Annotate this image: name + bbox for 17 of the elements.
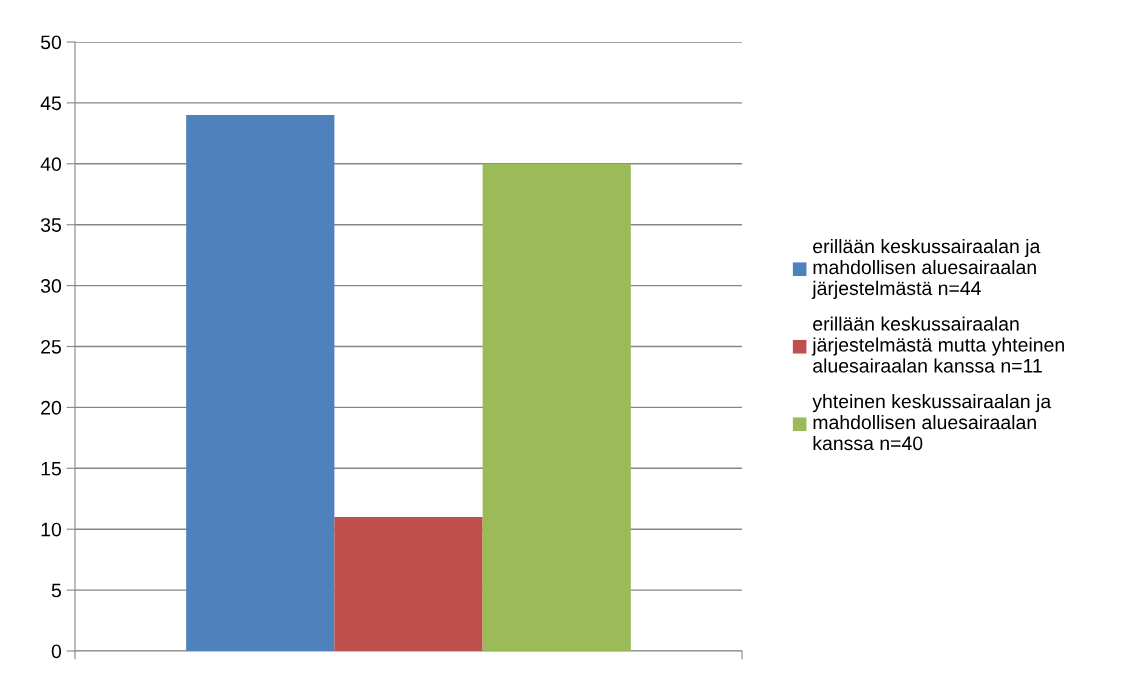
bar xyxy=(334,517,483,651)
y-tick-label: 15 xyxy=(41,461,61,476)
y-tick-label: 25 xyxy=(41,339,61,354)
y-tick-label: 45 xyxy=(40,96,61,111)
y-tick-label: 5 xyxy=(51,583,61,598)
y-tick-label: 10 xyxy=(41,522,62,537)
bar xyxy=(186,115,335,651)
bar xyxy=(482,163,631,651)
legend-label: yhteinen keskussairaalan ja mahdollisen aluesairaalan kanssa n=40 xyxy=(812,394,1052,451)
y-tick-label: 20 xyxy=(41,400,62,415)
legend-label: erillään keskussairaalan ja mahdollisen aluesairaalan järjestelmästä n=44 xyxy=(811,238,1041,299)
y-tick-label: 40 xyxy=(40,157,62,172)
legend-label: erillään keskussairaalan järjestelmästä mutta yhteinen aluesairaalan kanssa n=11 xyxy=(811,316,1064,373)
y-tick-label: 30 xyxy=(40,279,62,293)
y-tick-label: 35 xyxy=(40,218,61,232)
y-tick-label: 50 xyxy=(40,35,62,50)
y-tick-label: 0 xyxy=(51,644,62,659)
